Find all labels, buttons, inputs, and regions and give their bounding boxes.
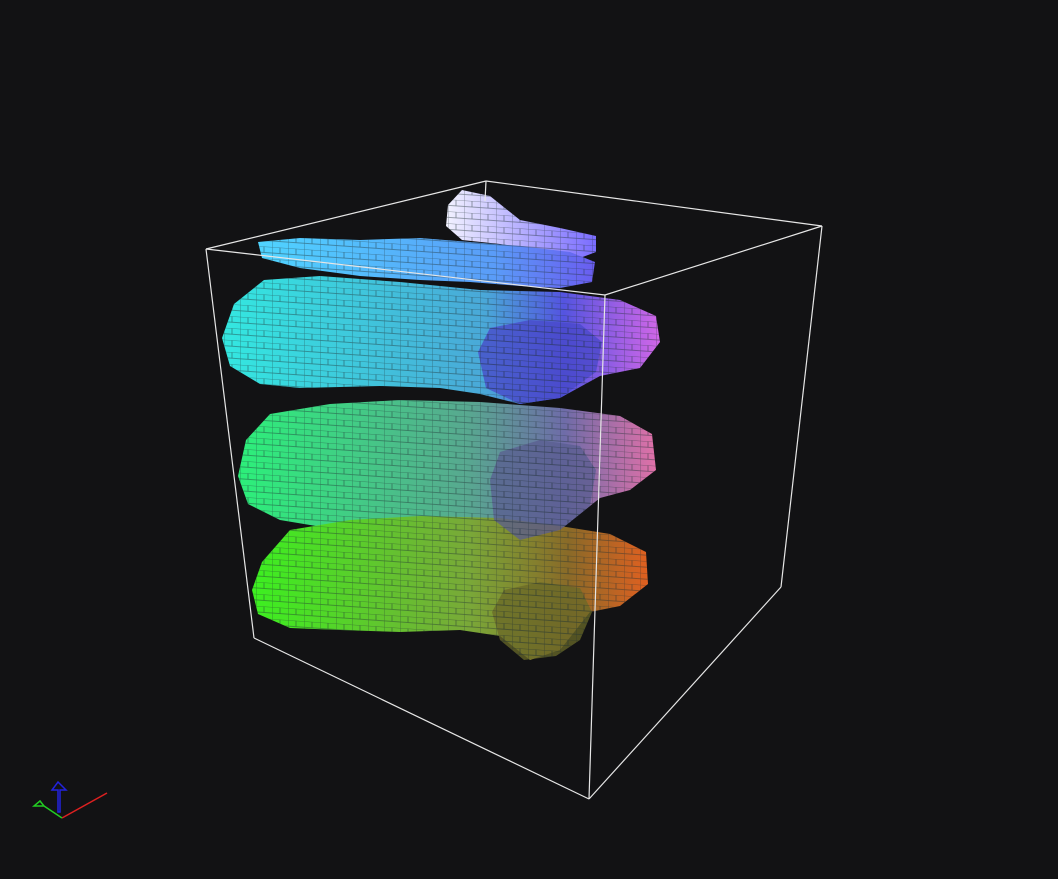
voxel-volume[interactable] (222, 190, 660, 660)
axes-gizmo (31, 780, 108, 819)
shadow-blob-olive-grid (492, 582, 592, 660)
bounding-box-front (205, 180, 823, 800)
shadow-blob-blue-grid (478, 320, 602, 404)
layer-cyan-band-grid (258, 238, 595, 288)
bounding-box-back (205, 180, 823, 250)
layer-top-cap-grid (446, 190, 596, 258)
layer-lime-band-grid (252, 516, 648, 660)
shadow-blob-slate-grid (490, 440, 596, 540)
x-axis-icon (61, 792, 108, 819)
y-axis-icon (31, 799, 63, 819)
z-axis-icon (50, 780, 68, 813)
